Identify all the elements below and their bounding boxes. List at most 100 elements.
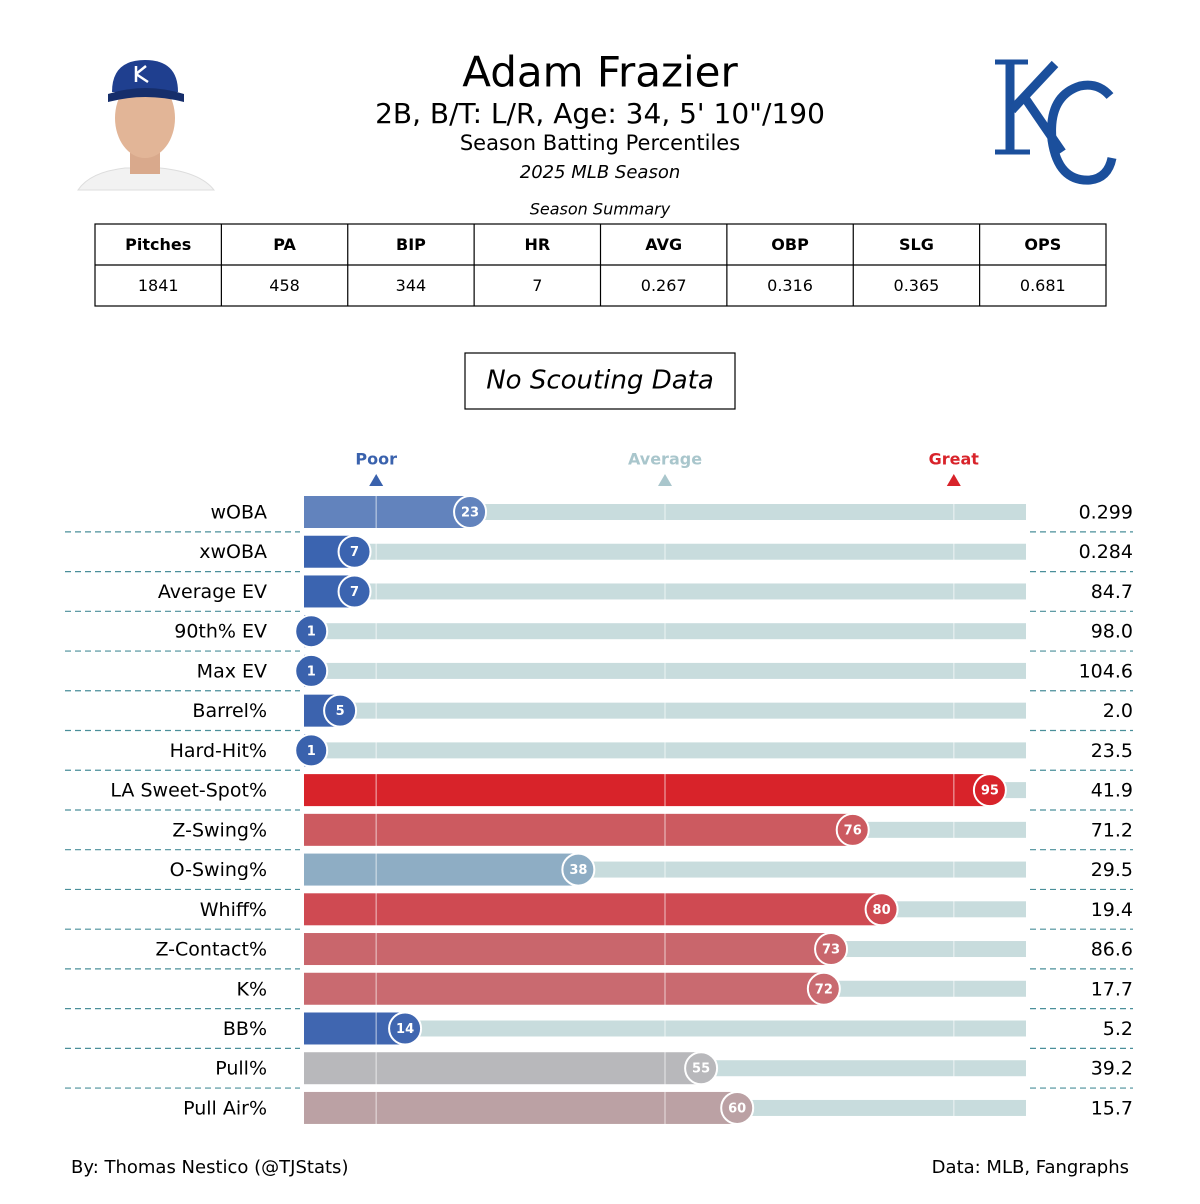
metric-label: Hard-Hit% xyxy=(170,740,267,762)
table-cell: 0.267 xyxy=(641,276,687,295)
player-photo xyxy=(77,60,216,191)
percentile-label: 73 xyxy=(822,943,840,958)
subtitle: Season Batting Percentiles xyxy=(460,131,740,155)
percentile-dot xyxy=(388,1011,423,1046)
bar xyxy=(304,1052,702,1085)
table-cell: 0.681 xyxy=(1020,276,1066,295)
metric-label: Pull% xyxy=(215,1058,267,1080)
tick-marker xyxy=(946,474,961,486)
footer-source: Data: MLB, Fangraphs xyxy=(932,1157,1129,1178)
percentile-label: 1 xyxy=(307,625,316,640)
percentile-dot xyxy=(561,852,596,887)
stat-value: 41.9 xyxy=(1091,780,1133,802)
season: 2025 MLB Season xyxy=(520,162,681,183)
percentile-dot xyxy=(294,653,329,688)
table-header: PA xyxy=(273,235,296,254)
percentile-dot xyxy=(453,495,488,529)
metric-label: O-Swing% xyxy=(170,859,267,881)
metric-label: wOBA xyxy=(210,502,267,524)
metric-label: K% xyxy=(236,978,267,1000)
percentile-label: 60 xyxy=(728,1101,746,1116)
metric-label: BB% xyxy=(223,1018,267,1040)
percentile-chart: wOBA 0.299 xwOBA 0.284 Average EV 84.7 90th% E… xyxy=(65,450,1133,1125)
stat-value: 23.5 xyxy=(1091,740,1133,762)
table-header: HR xyxy=(524,235,550,254)
tick-label: Poor xyxy=(355,450,397,469)
percentile-label: 72 xyxy=(815,982,833,997)
percentile-dot xyxy=(720,1090,755,1125)
bar xyxy=(304,893,882,926)
track xyxy=(304,662,1026,679)
bar xyxy=(304,774,990,807)
stat-value: 15.7 xyxy=(1091,1097,1133,1119)
percentile-dot xyxy=(972,773,1007,808)
team-logo xyxy=(995,59,1117,185)
percentile-label: 1 xyxy=(307,664,316,679)
metric-label: xwOBA xyxy=(199,541,267,563)
stat-value: 39.2 xyxy=(1091,1058,1133,1080)
bar xyxy=(304,853,579,886)
stat-value: 5.2 xyxy=(1103,1018,1133,1040)
percentile-label: 95 xyxy=(981,784,999,799)
table-cell: 0.365 xyxy=(894,276,940,295)
table-header: OBP xyxy=(771,235,809,254)
percentile-label: 14 xyxy=(396,1022,414,1037)
percentile-dot xyxy=(864,892,899,927)
metric-label: LA Sweet-Spot% xyxy=(110,780,267,802)
table-header: OPS xyxy=(1024,235,1061,254)
percentile-label: 7 xyxy=(350,545,359,560)
percentile-dot xyxy=(835,812,870,847)
table-cell: 344 xyxy=(396,276,427,295)
table-header: BIP xyxy=(396,235,426,254)
percentile-label: 38 xyxy=(569,863,587,878)
tick-marker xyxy=(658,474,672,486)
summary-table: Pitches 1841 PA 458 BIP 344 HR 7 AVG 0.267 OBP 0.31… xyxy=(94,223,1107,307)
player-name: Adam Frazier xyxy=(462,48,738,97)
track xyxy=(304,702,1026,719)
percentile-dot xyxy=(294,733,329,768)
tick-label: Great xyxy=(929,450,980,469)
table-header: SLG xyxy=(899,235,934,254)
stat-value: 84.7 xyxy=(1091,581,1133,603)
percentile-dot xyxy=(294,614,329,649)
table-cell: 7 xyxy=(532,276,542,295)
stat-value: 86.6 xyxy=(1091,939,1133,961)
metric-label: Whiff% xyxy=(200,899,267,921)
bar xyxy=(304,933,832,966)
bar xyxy=(304,972,824,1005)
bar xyxy=(304,1091,738,1124)
player-bio: 2B, B/T: L/R, Age: 34, 5' 10"/190 xyxy=(375,97,825,130)
percentile-dot xyxy=(814,932,849,967)
stat-value: 71.2 xyxy=(1091,819,1133,841)
stat-value: 29.5 xyxy=(1091,859,1133,881)
tick-marker xyxy=(369,474,384,486)
track xyxy=(304,543,1026,560)
stat-value: 19.4 xyxy=(1091,899,1133,921)
scouting-text: No Scouting Data xyxy=(486,366,714,396)
table-cell: 0.316 xyxy=(767,276,813,295)
stat-value: 0.299 xyxy=(1079,502,1133,524)
metric-label: Pull Air% xyxy=(183,1097,267,1119)
stat-value: 98.0 xyxy=(1091,621,1133,643)
metric-label: Z-Contact% xyxy=(155,939,267,961)
table-header: AVG xyxy=(645,235,682,254)
footer-credit: By: Thomas Nestico (@TJStats) xyxy=(71,1157,348,1178)
percentile-label: 23 xyxy=(461,506,479,521)
track xyxy=(304,742,1026,759)
tick-label: Average xyxy=(628,450,702,469)
percentile-label: 7 xyxy=(350,585,359,600)
table-cell: 458 xyxy=(269,276,300,295)
table-header: Pitches xyxy=(125,235,191,254)
percentile-dot xyxy=(337,574,372,609)
table-cell: 1841 xyxy=(138,276,179,295)
percentile-dot xyxy=(806,971,841,1006)
metric-label: Z-Swing% xyxy=(172,819,267,841)
table-title: Season Summary xyxy=(530,200,671,219)
percentile-label: 5 xyxy=(336,704,345,719)
stat-value: 104.6 xyxy=(1079,660,1133,682)
metric-label: Max EV xyxy=(197,660,267,682)
track xyxy=(304,583,1026,600)
metric-label: Average EV xyxy=(158,581,267,603)
stat-value: 0.284 xyxy=(1079,541,1133,563)
